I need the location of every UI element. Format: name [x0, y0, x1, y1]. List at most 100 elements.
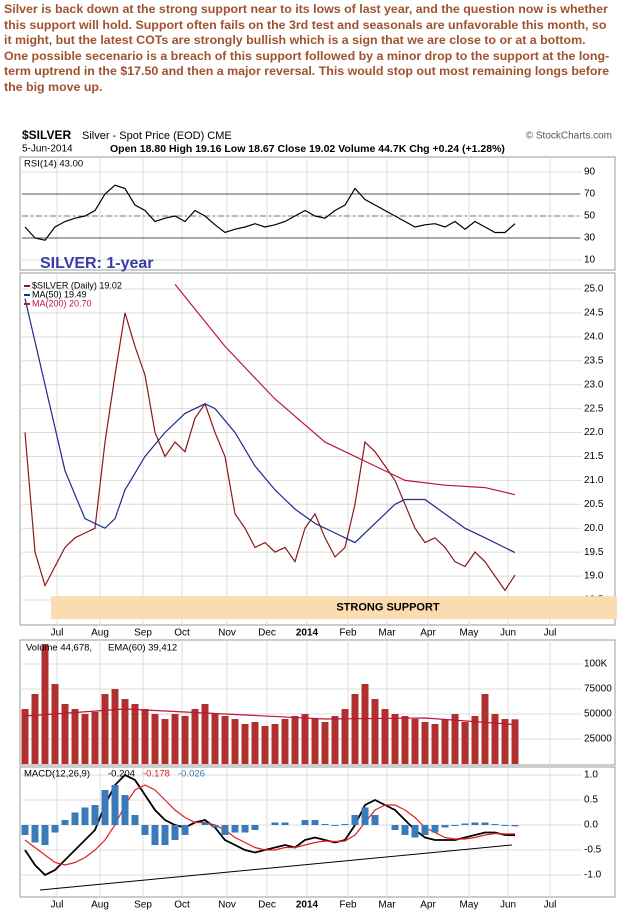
x-tick-label: Aug: [91, 628, 109, 639]
bar: [101, 790, 109, 825]
bar: [131, 815, 139, 825]
x-tick-label: Oct: [174, 900, 190, 910]
bar: [31, 694, 39, 764]
y-tick-label: 75000: [584, 684, 612, 695]
bar: [451, 825, 459, 826]
bar: [31, 825, 39, 843]
x-tick-label: Dec: [258, 628, 276, 639]
bar: [371, 815, 379, 825]
bar: [501, 825, 509, 826]
commentary: Silver is back down at the strong suppor…: [4, 2, 610, 94]
bar: [461, 722, 469, 764]
bar: [231, 719, 239, 764]
band-label: STRONG SUPPORT: [336, 602, 440, 614]
panel-frame: [19, 272, 616, 626]
y-tick-label: 25000: [584, 734, 612, 745]
bar: [201, 822, 209, 825]
bar: [501, 719, 509, 764]
x-tick-label: Mar: [378, 628, 396, 639]
instrument-name: Silver - Spot Price (EOD) CME: [82, 130, 232, 142]
bar: [151, 714, 159, 764]
y-tick-label: 21.5: [584, 451, 604, 462]
bar: [451, 714, 459, 764]
bar: [41, 825, 49, 845]
x-tick-label: Aug: [91, 900, 109, 910]
panel-frame: [19, 639, 616, 766]
x-tick-label: Nov: [218, 628, 236, 639]
y-tick-label: 19.0: [584, 571, 604, 582]
bar: [181, 825, 189, 835]
bar: [241, 724, 249, 764]
bar: [71, 709, 79, 764]
quote: Open 18.80 High 19.16 Low 18.67 Close 19…: [110, 143, 505, 155]
bar: [471, 716, 479, 764]
bar: [261, 726, 269, 764]
bar: [331, 825, 339, 826]
bar: [481, 822, 489, 825]
bar: [401, 825, 409, 835]
series-label: RSI(14) 43.00: [24, 159, 83, 170]
bar: [431, 724, 439, 764]
y-tick-label: 30: [584, 233, 596, 244]
bar: [301, 820, 309, 825]
chart-title: SILVER: 1-year: [40, 255, 154, 272]
bar: [211, 825, 219, 828]
y-tick-label: 50000: [584, 709, 612, 720]
bar: [391, 825, 399, 830]
x-tick-label: May: [460, 900, 479, 910]
series-line: [24, 184, 516, 241]
y-tick-label: 1.0: [584, 770, 598, 781]
bar: [271, 822, 279, 825]
bar: [511, 719, 519, 764]
y-tick-label: 10: [584, 255, 596, 266]
bar: [111, 785, 119, 825]
panel-frame: [19, 156, 616, 271]
bar: [121, 795, 129, 825]
date: 5-Jun-2014: [22, 144, 73, 155]
bar: [81, 807, 89, 825]
legend-label: -0.178: [143, 769, 170, 780]
bar: [311, 820, 319, 825]
x-tick-label: Sep: [134, 628, 152, 639]
bar: [441, 719, 449, 764]
bar: [471, 822, 479, 825]
series-line: [24, 708, 516, 726]
legend-label: MA(200) 20.70: [32, 298, 92, 308]
bar: [51, 825, 59, 833]
bar: [21, 825, 29, 835]
bar: [341, 709, 349, 764]
bar: [201, 704, 209, 764]
y-tick-label: 22.5: [584, 403, 604, 414]
bar: [171, 714, 179, 764]
bar: [141, 825, 149, 835]
bar: [221, 825, 229, 835]
bar: [351, 815, 359, 825]
x-tick-label: Dec: [258, 900, 276, 910]
bar: [341, 824, 349, 825]
bar: [231, 825, 239, 833]
y-tick-label: 0.0: [584, 820, 598, 831]
bar: [211, 714, 219, 764]
bar: [271, 724, 279, 764]
x-tick-label: Jul: [51, 900, 64, 910]
bar: [371, 699, 379, 764]
bar: [251, 825, 259, 830]
bar: [91, 805, 99, 825]
x-tick-label: May: [460, 628, 479, 639]
legend-label: MA(50) 19.49: [32, 289, 87, 299]
bar: [141, 709, 149, 764]
legend-label: Volume 44,678,: [26, 643, 92, 654]
series-line: [24, 312, 516, 592]
x-tick-label: Feb: [339, 628, 357, 639]
x-tick-label: Apr: [420, 900, 436, 910]
y-tick-label: 0.5: [584, 795, 598, 806]
x-tick-label: Feb: [339, 900, 357, 910]
bar: [401, 716, 409, 764]
bar: [221, 716, 229, 764]
bar: [431, 825, 439, 833]
bar: [281, 822, 289, 825]
bar: [411, 719, 419, 764]
bar: [421, 722, 429, 764]
bar: [121, 699, 129, 764]
bar: [511, 825, 519, 827]
